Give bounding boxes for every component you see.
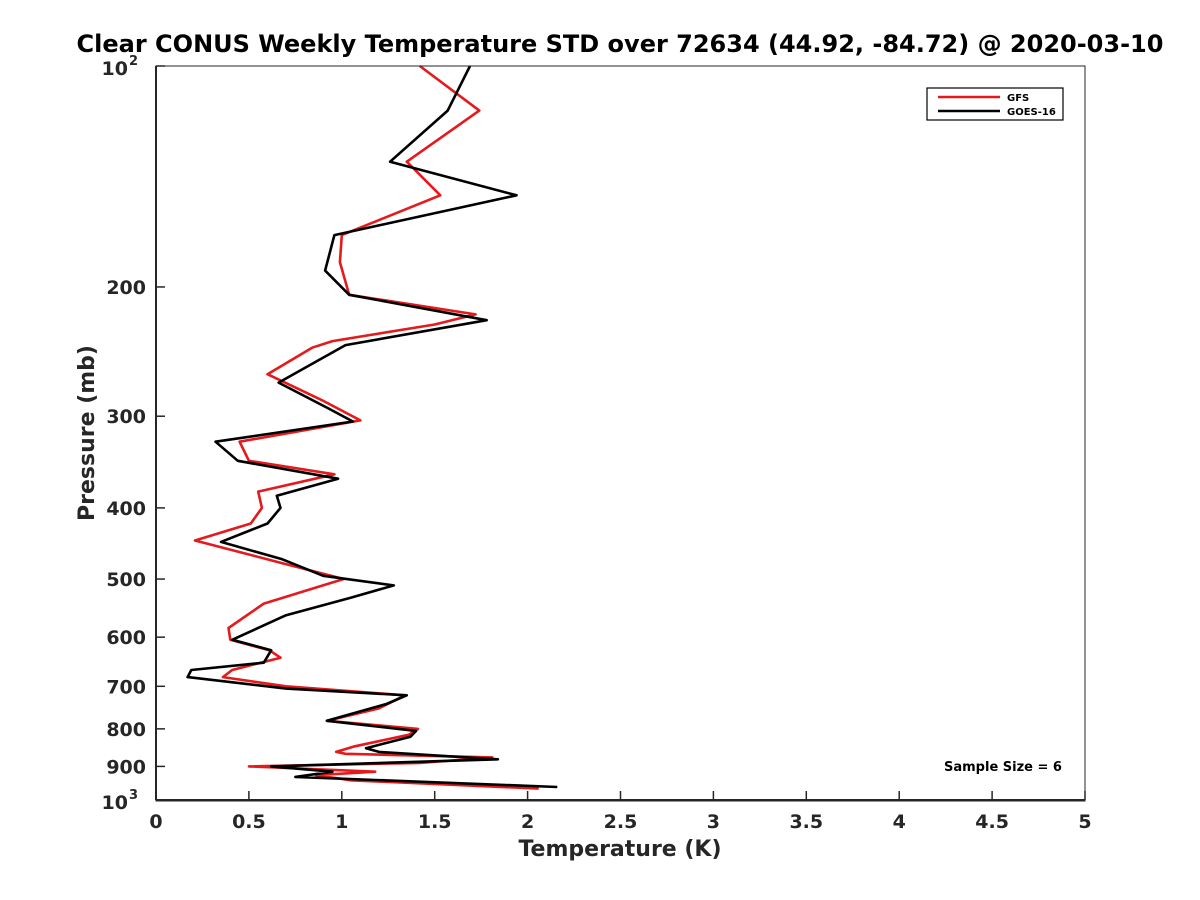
y-axis-label: Pressure (mb): [75, 345, 100, 521]
chart-title: Clear CONUS Weekly Temperature STD over …: [76, 30, 1164, 58]
y-tick-label: 700: [106, 676, 146, 698]
y-tick-label: 200: [106, 277, 146, 299]
y-tick-label: 900: [106, 756, 146, 778]
x-axis-label: Temperature (K): [518, 837, 721, 862]
y-tick-label-base: 10: [102, 792, 128, 814]
x-tick-label: 5: [1078, 811, 1091, 833]
series-line-gfs: [193, 64, 539, 790]
sample-size-annotation: Sample Size = 6: [944, 760, 1062, 775]
x-tick-label: 3: [707, 811, 720, 833]
legend-box: [926, 87, 1064, 121]
x-tick-label: 2.5: [604, 811, 638, 833]
y-tick-label-base: 10: [102, 58, 128, 80]
y-tick-label-exponent: 2: [129, 54, 138, 69]
x-axis-ticks: 0 0.5 1 1.5 2 2.5 3 3.5 4 4.5 5: [149, 791, 1092, 833]
y-tick-label: 10 3: [102, 788, 139, 814]
series-layer: [186, 64, 558, 790]
y-tick-label: 600: [106, 627, 146, 649]
legend: GFS GOES-16: [926, 87, 1064, 121]
y-tick-label: 300: [106, 406, 146, 428]
y-tick-label: 400: [106, 498, 146, 520]
x-tick-label: 1: [335, 811, 348, 833]
x-tick-label: 0: [149, 811, 162, 833]
y-tick-label: 800: [106, 719, 146, 741]
series-line-goes-16: [186, 65, 558, 789]
x-tick-label: 3.5: [789, 811, 823, 833]
y-tick-label-exponent: 3: [129, 788, 138, 803]
x-tick-label: 0.5: [232, 811, 266, 833]
x-tick-label: 1.5: [418, 811, 452, 833]
x-tick-label: 4.5: [975, 811, 1009, 833]
legend-label: GOES-16: [1007, 107, 1056, 118]
x-tick-label: 4: [893, 811, 906, 833]
y-tick-label: 10 2: [102, 54, 139, 80]
x-tick-label: 2: [521, 811, 534, 833]
legend-label: GFS: [1007, 93, 1029, 104]
plot-frame: [155, 65, 1086, 802]
y-tick-label: 500: [106, 569, 146, 591]
